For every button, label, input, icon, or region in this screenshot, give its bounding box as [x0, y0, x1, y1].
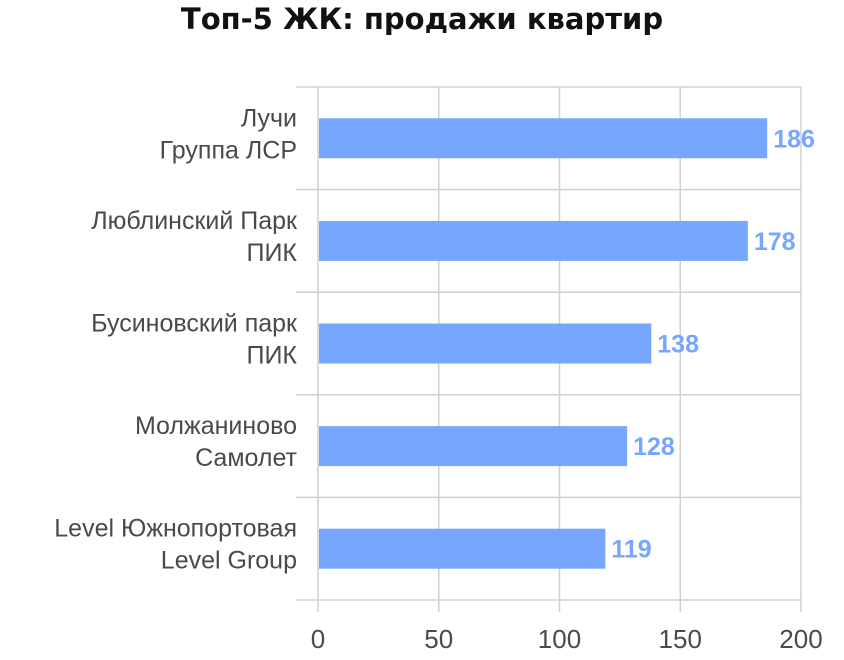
bar: [319, 528, 606, 569]
category-label: Молжаниново: [135, 412, 297, 440]
data-label: 138: [657, 331, 699, 359]
category-label: Лучи: [241, 104, 297, 132]
category-label: Level Южнопортовая: [54, 515, 297, 543]
x-tick-label: 0: [311, 624, 325, 654]
x-tick-label: 100: [538, 624, 581, 654]
category-label: Люблинский Парк: [91, 207, 298, 235]
x-tick-label: 150: [659, 624, 702, 654]
category-label: Самолет: [195, 444, 297, 472]
chart-title: Топ-5 ЖК: продажи квартир: [180, 2, 664, 36]
data-label: 128: [633, 433, 675, 461]
bar: [319, 426, 628, 467]
bar: [319, 118, 768, 159]
category-label: Группа ЛСР: [160, 136, 297, 164]
x-tick-label: 50: [424, 624, 453, 654]
x-tick-label: 200: [779, 624, 822, 654]
data-label: 186: [773, 125, 815, 153]
data-label: 119: [611, 536, 651, 564]
bar: [319, 323, 652, 364]
category-label: Level Group: [161, 547, 297, 575]
data-label: 178: [754, 228, 796, 256]
category-label: ПИК: [246, 342, 297, 370]
bar: [319, 220, 748, 261]
category-label: Бусиновский парк: [91, 310, 298, 338]
category-label: ПИК: [246, 239, 297, 267]
